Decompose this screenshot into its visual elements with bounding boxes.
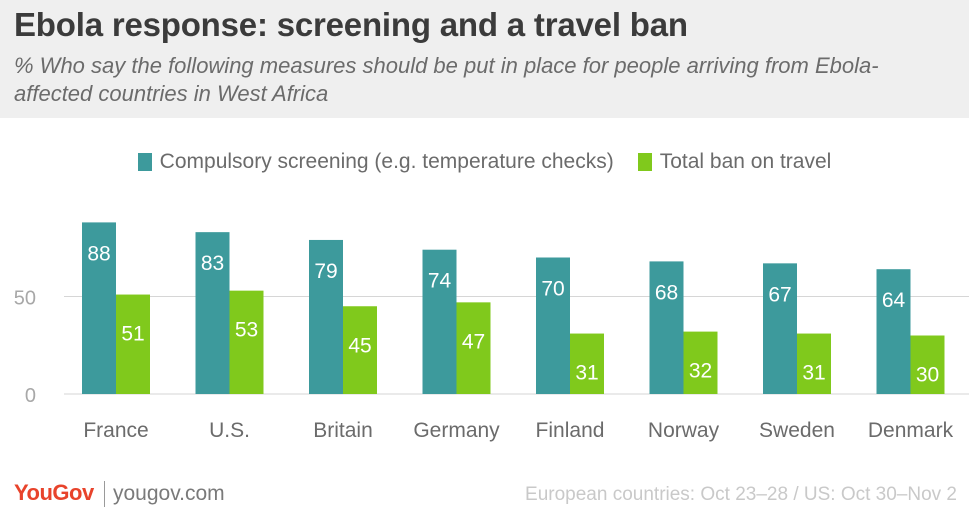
bar-screening: [536, 257, 570, 394]
bar-travel-ban: [797, 333, 831, 394]
x-tick-label: Britain: [313, 419, 373, 442]
x-tick-label: U.S.: [209, 419, 250, 442]
chart-legend: Compulsory screening (e.g. temperature c…: [0, 150, 969, 174]
bar-travel-ban: [570, 333, 604, 394]
legend-item-screening: Compulsory screening (e.g. temperature c…: [137, 150, 614, 174]
bar-travel-ban: [116, 294, 150, 394]
data-label: 31: [802, 362, 825, 385]
footer-divider: [104, 481, 105, 507]
yougov-logo: YouGov: [14, 480, 94, 505]
x-tick-label: Sweden: [759, 419, 835, 442]
legend-label-travel-ban: Total ban on travel: [659, 150, 832, 173]
bar-travel-ban: [456, 302, 491, 394]
data-label: 31: [575, 362, 598, 385]
data-label: 79: [314, 260, 337, 283]
chart-subtitle: % Who say the following measures should …: [14, 53, 879, 106]
bar-screening: [195, 232, 230, 394]
header-band: Ebola response: screening and a travel b…: [0, 0, 969, 118]
data-label: 74: [428, 270, 452, 293]
chart-title: Ebola response: screening and a travel b…: [14, 6, 688, 43]
bar-screening: [876, 269, 911, 394]
data-label: 51: [121, 323, 144, 346]
bar-screening: [422, 249, 457, 394]
footer-site-link[interactable]: yougov.com: [113, 482, 225, 505]
data-label: 30: [916, 364, 939, 387]
bar-screening: [763, 263, 797, 394]
x-tick-label: France: [83, 419, 148, 442]
data-label: 67: [768, 283, 791, 306]
y-tick-label: 0: [25, 385, 36, 407]
data-label: 83: [201, 252, 224, 275]
x-tick-label: Denmark: [868, 419, 954, 442]
x-tick-label: Norway: [648, 419, 720, 442]
data-label: 68: [655, 281, 678, 304]
legend-swatch-travel-ban: [637, 153, 652, 171]
bar-travel-ban: [910, 335, 945, 394]
bar-screening: [82, 222, 116, 394]
x-tick-label: Finland: [536, 419, 605, 442]
legend-label-screening: Compulsory screening (e.g. temperature c…: [159, 150, 614, 173]
bar-screening: [649, 261, 684, 394]
data-label: 45: [348, 334, 371, 357]
legend-item-travel-ban: Total ban on travel: [637, 150, 832, 174]
bar-travel-ban: [683, 331, 718, 394]
bar-chart: 0 50 88 51 France 83 53 U.S. 79 45 Britain 74 47 Germ…: [14, 222, 969, 442]
y-tick-label: 50: [14, 288, 36, 310]
data-label: 64: [882, 289, 906, 312]
data-label: 88: [87, 242, 110, 265]
x-tick-label: Germany: [413, 419, 500, 442]
bar-travel-ban: [229, 290, 264, 394]
bar-travel-ban: [343, 306, 377, 394]
data-label: 32: [689, 360, 712, 383]
data-label: 53: [235, 319, 258, 342]
legend-swatch-screening: [137, 153, 152, 171]
data-label: 47: [462, 330, 485, 353]
data-label: 70: [541, 278, 564, 301]
footer-survey-dates: European countries: Oct 23–28 / US: Oct …: [525, 484, 957, 505]
bar-screening: [309, 239, 343, 394]
